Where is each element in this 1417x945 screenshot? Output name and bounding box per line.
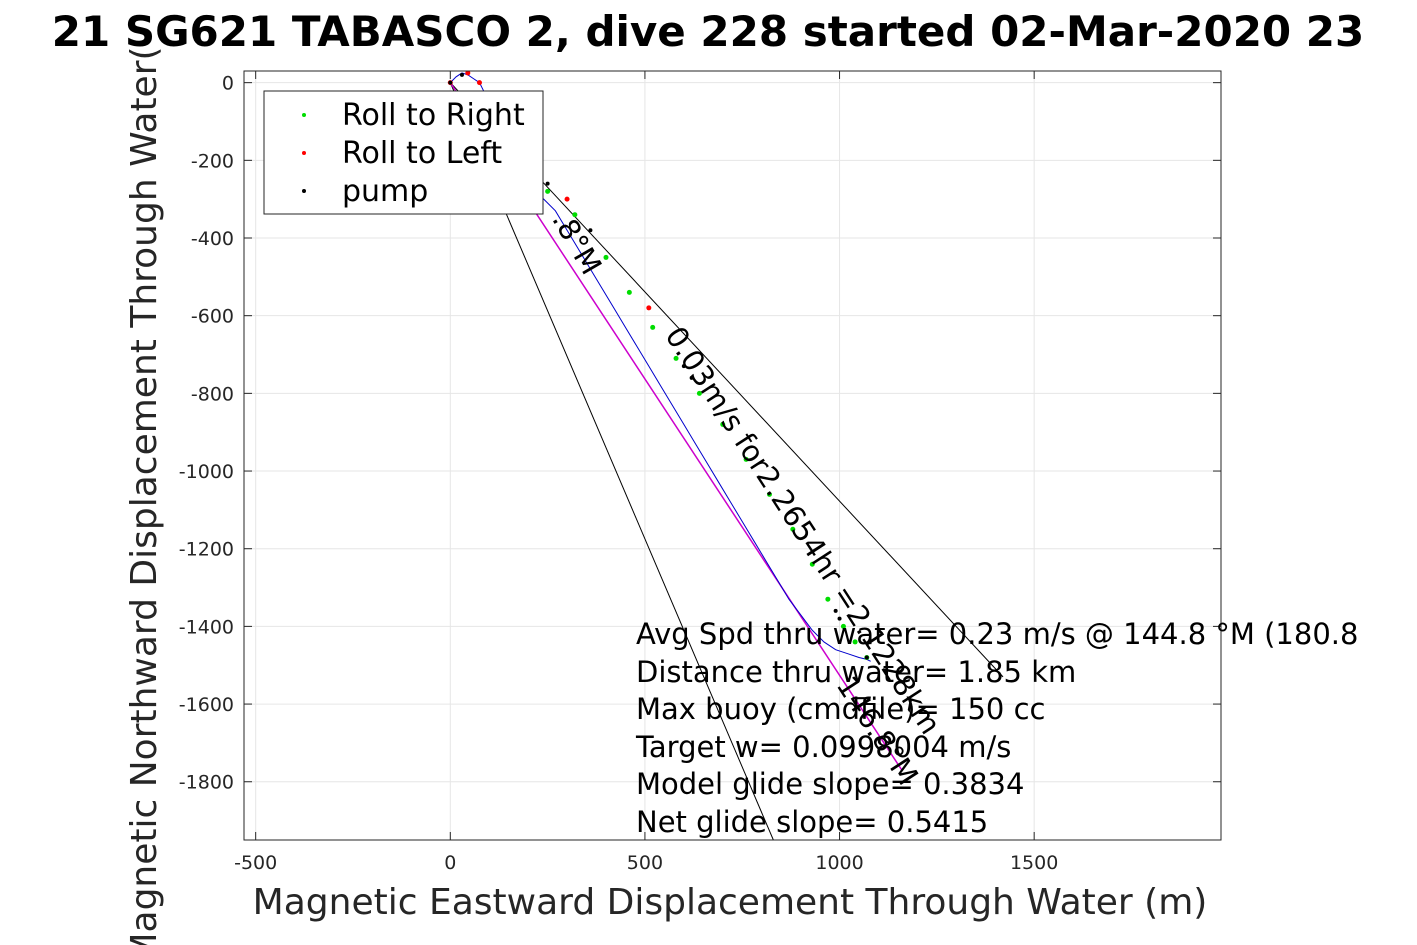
roll-right-point (626, 289, 632, 295)
plot-border (243, 70, 1222, 841)
x-axis-label: Magnetic Eastward Displacement Through W… (253, 882, 1208, 923)
annotation-max-buoy: Max buoy (cmdfile)= 150 cc (636, 692, 1045, 726)
x-tick-label: 0 (444, 852, 456, 874)
roll-right-point (545, 188, 551, 194)
ticks: -500 0 500 1000 1500 0 -200 -400 -600 -800 -1000 -1… (179, 71, 1221, 874)
annotation-avg-speed: Avg Spd thru water= 0.23 m/s @ 144.8 °M … (636, 617, 1358, 651)
roll-right-point (650, 324, 656, 330)
annotation-block: Avg Spd thru water= 0.23 m/s @ 144.8 °M … (635, 617, 1358, 839)
y-tick-label: -600 (191, 306, 234, 328)
y-tick-label: -1000 (179, 461, 234, 483)
y-tick-label: -800 (191, 383, 234, 405)
y-axis-label: Magnetic Northward Displacement Through … (124, 46, 165, 945)
roll-right-point (852, 639, 858, 645)
roll-right-point (673, 355, 679, 361)
y-tick-label: -1400 (179, 616, 234, 638)
pump-point (689, 375, 694, 380)
roll-right-point (790, 526, 796, 532)
legend-label-roll-right: Roll to Right (342, 98, 525, 133)
pump-point (681, 364, 686, 369)
legend-label-pump: pump (342, 174, 428, 209)
annotation-model-glide: Model glide slope= 0.3834 (636, 767, 1024, 801)
roll-right-point (572, 212, 578, 218)
y-tick-label: 0 (222, 73, 234, 95)
legend-label-roll-left: Roll to Left (342, 136, 502, 171)
annotation-target-w: Target w= 0.0998004 m/s (635, 730, 1011, 764)
x-tick-label: 1000 (815, 852, 863, 874)
x-tick-label: 1500 (1010, 852, 1058, 874)
pump-point (545, 181, 550, 186)
roll-right-point (766, 491, 772, 497)
legend-marker-pump (302, 189, 306, 193)
roll-right-point (825, 596, 831, 602)
roll-right-point (603, 254, 609, 260)
pump-point (837, 616, 842, 621)
x-tick-label: -500 (234, 852, 277, 874)
y-tick-label: -1800 (179, 772, 234, 794)
annotation-distance: Distance thru water= 1.85 km (636, 655, 1076, 689)
annotation-net-glide: Net glide slope= 0.5415 (636, 805, 988, 839)
y-tick-label: -1200 (179, 539, 234, 561)
pump-point (864, 655, 869, 660)
y-tick-label: -1600 (179, 694, 234, 716)
chart-title: 21 SG621 TABASCO 2, dive 228 started 02-… (52, 7, 1364, 56)
legend-marker-roll-left (302, 151, 306, 155)
roll-left-point (465, 71, 471, 76)
roll-left-point (564, 196, 570, 202)
pump-point (833, 608, 838, 613)
legend-marker-roll-right (302, 113, 306, 117)
roll-left-point (646, 305, 652, 311)
pump-point (448, 80, 453, 85)
legend: Roll to Right Roll to Left pump (263, 90, 544, 215)
roll-right-point (720, 421, 726, 427)
legend-box (263, 90, 544, 215)
roll-right-point (840, 623, 846, 629)
roll-right-point (696, 390, 702, 396)
grid (244, 71, 1221, 840)
pump-point (588, 228, 593, 233)
pump-point (459, 72, 464, 77)
y-tick-label: -200 (191, 150, 234, 172)
roll-left-point (476, 80, 482, 86)
y-tick-label: -400 (191, 228, 234, 250)
roll-right-point (743, 456, 749, 462)
x-tick-label: 500 (627, 852, 663, 874)
roll-right-point (809, 561, 815, 567)
